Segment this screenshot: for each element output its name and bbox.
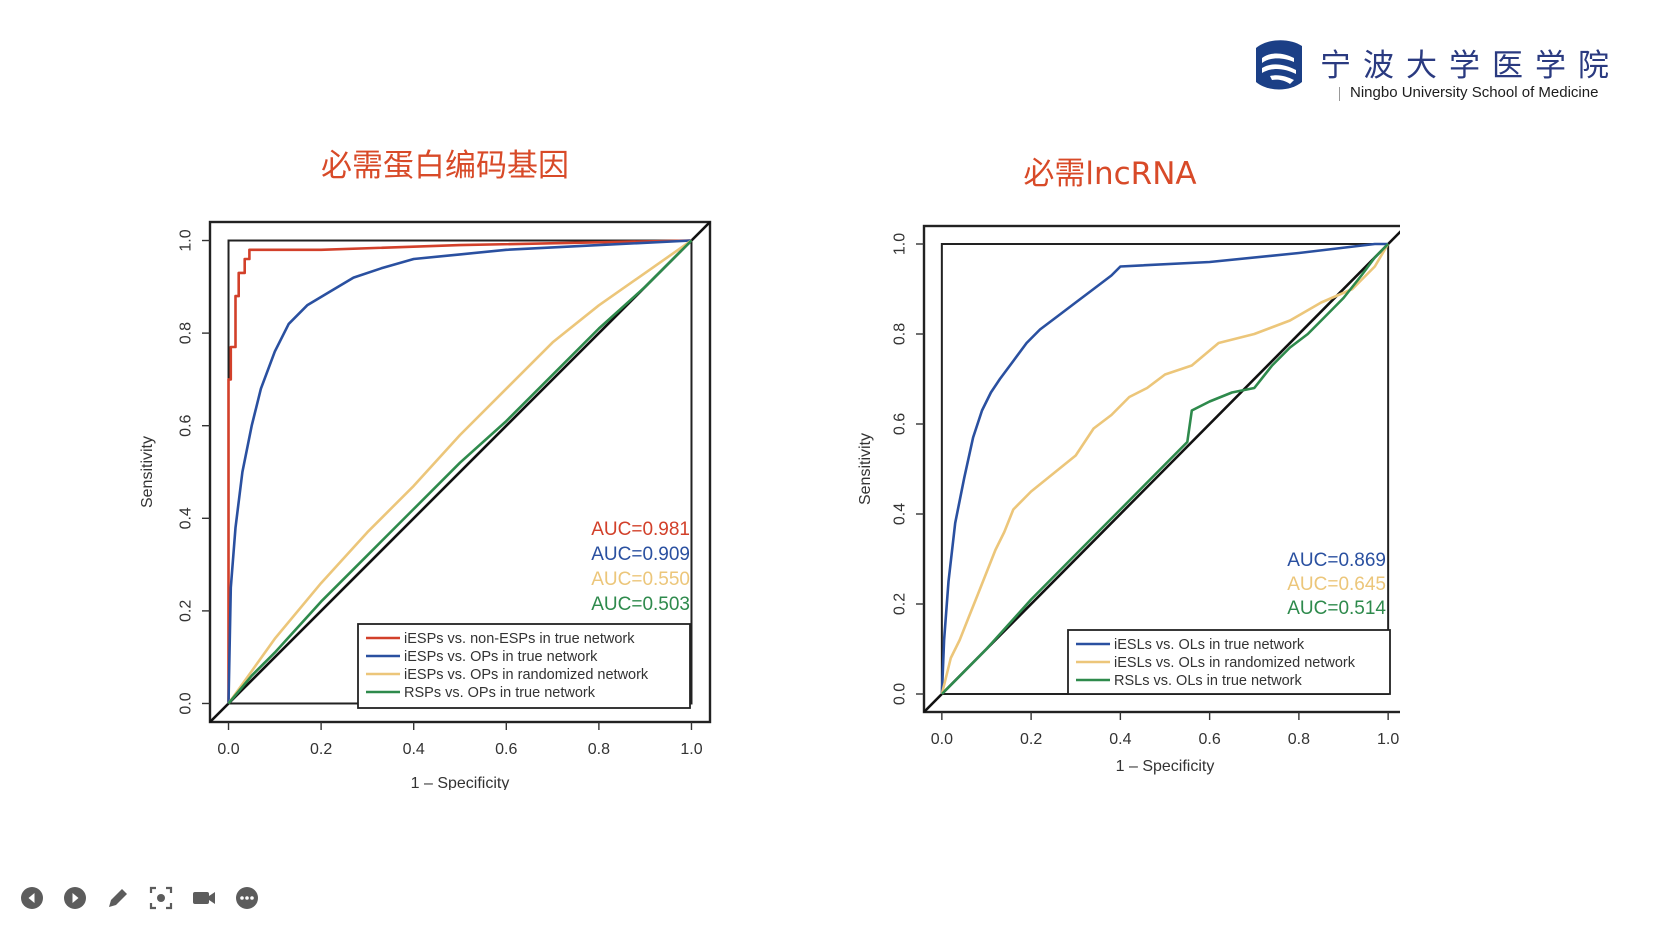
legend-box <box>1067 629 1391 695</box>
y-axis-label: Sensitivity <box>139 436 156 508</box>
roc-curve-2 <box>227 239 692 704</box>
diagonal-reference-line <box>209 221 711 723</box>
capture-icon <box>149 886 173 910</box>
logo-english-name: Ningbo University School of Medicine <box>1350 84 1599 101</box>
camera-button[interactable] <box>188 882 220 914</box>
x-tick-label: 1.0 <box>1377 731 1399 748</box>
y-tick-label: 1.0 <box>178 229 195 251</box>
auc-label: AUC=0.550 <box>591 569 690 590</box>
x-tick-label: 0.0 <box>931 731 953 748</box>
chart-1-title: 必需蛋白编码基因 <box>321 148 569 184</box>
x-tick-label: 0.8 <box>1288 731 1310 748</box>
auc-label: AUC=0.981 <box>591 519 690 540</box>
legend-label: RSPs vs. OPs in true network <box>404 685 596 701</box>
x-tick-label: 0.6 <box>1199 731 1221 748</box>
legend-label: iESPs vs. OPs in true network <box>404 649 598 665</box>
x-tick-label: 0.4 <box>403 741 425 758</box>
legend-label: RSLs vs. OLs in true network <box>1114 673 1303 689</box>
y-tick-label: 0.4 <box>892 503 909 525</box>
auc-label: AUC=0.503 <box>591 594 690 615</box>
next-slide-button[interactable] <box>59 882 91 914</box>
logo-chinese-name: 宁波大学医学院 <box>1320 48 1621 84</box>
plot-frame <box>208 220 712 724</box>
previous-slide-button[interactable] <box>16 882 48 914</box>
auc-label: AUC=0.645 <box>1287 574 1386 595</box>
more-icon <box>236 887 258 909</box>
y-axis-label: Sensitivity <box>857 433 874 505</box>
plot-frame <box>922 224 1400 714</box>
university-logo: 宁波大学医学院 Ningbo University School of Medi… <box>1240 32 1650 104</box>
roc-chart-protein-coding: 0.0 0.2 0.4 0.6 0.8 1.0 0.0 0.2 0.4 0.6 0.8 1.0 1 – … <box>139 220 712 790</box>
y-tick-label: 0.2 <box>178 600 195 622</box>
y-tick-label: 0.0 <box>892 683 909 705</box>
roc-curve-2 <box>940 243 1390 695</box>
auc-label: AUC=0.514 <box>1287 598 1386 619</box>
x-tick-label: 0.6 <box>495 741 517 758</box>
pencil-icon <box>109 889 127 907</box>
legend-label: iESPs vs. non-ESPs in true network <box>404 631 635 647</box>
y-tick-label: 0.6 <box>892 413 909 435</box>
video-camera-icon <box>193 892 215 904</box>
x-tick-label: 1.0 <box>680 741 702 758</box>
chart-2-title: 必需lncRNA <box>1023 156 1197 192</box>
roc-curve-1 <box>227 239 692 704</box>
prev-icon <box>21 887 43 909</box>
x-tick-label: 0.0 <box>217 741 239 758</box>
roc-curve-1 <box>940 242 1389 695</box>
auc-label: AUC=0.909 <box>591 544 690 565</box>
next-icon <box>64 887 86 909</box>
y-tick-label: 1.0 <box>892 233 909 255</box>
y-tick-label: 0.6 <box>178 414 195 436</box>
legend-label: iESLs vs. OLs in randomized network <box>1114 655 1356 671</box>
y-tick-label: 0.8 <box>892 323 909 345</box>
roc-curve-3 <box>940 243 1390 695</box>
y-tick-label: 0.4 <box>178 507 195 529</box>
legend-box <box>357 623 691 709</box>
pen-tool-button[interactable] <box>102 882 134 914</box>
legend-label: iESLs vs. OLs in true network <box>1114 637 1305 653</box>
roc-curve-4 <box>227 239 693 705</box>
screenshot-button[interactable] <box>145 882 177 914</box>
logo-divider <box>1339 87 1340 101</box>
y-tick-label: 0.0 <box>178 692 195 714</box>
roc-chart-lncrna: 0.0 0.2 0.4 0.6 0.8 1.0 0.0 0.2 0.4 0.6 0.8 1.0 1 – … <box>857 224 1400 775</box>
university-emblem-icon <box>1256 40 1302 90</box>
legend-label: iESPs vs. OPs in randomized network <box>404 667 649 683</box>
x-tick-label: 0.4 <box>1109 731 1131 748</box>
roc-curve-3 <box>227 239 693 705</box>
x-tick-label: 0.8 <box>588 741 610 758</box>
x-tick-label: 0.2 <box>310 741 332 758</box>
y-tick-label: 0.2 <box>892 593 909 615</box>
more-button[interactable] <box>231 882 263 914</box>
y-tick-label: 0.8 <box>178 322 195 344</box>
x-axis-label: 1 – Specificity <box>1116 758 1215 775</box>
x-axis-label: 1 – Specificity <box>411 775 510 790</box>
x-tick-label: 0.2 <box>1020 731 1042 748</box>
auc-label: AUC=0.869 <box>1287 550 1386 571</box>
